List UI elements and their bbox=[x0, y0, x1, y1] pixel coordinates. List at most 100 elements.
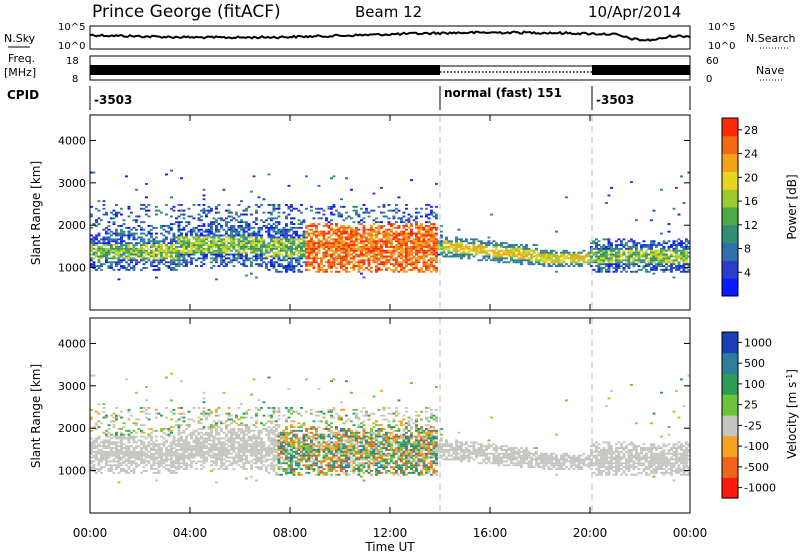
power-colorbar-tick-label: 8 bbox=[744, 243, 751, 256]
velocity-cell bbox=[155, 480, 158, 482]
power-cell bbox=[268, 231, 271, 233]
power-cell bbox=[365, 240, 368, 242]
power-cell bbox=[418, 250, 421, 252]
power-cell bbox=[170, 170, 173, 172]
power-cell bbox=[655, 259, 658, 261]
velocity-cell bbox=[120, 434, 123, 436]
power-cell bbox=[603, 246, 606, 248]
power-cell bbox=[330, 242, 333, 244]
velocity-cell bbox=[255, 455, 258, 457]
velocity-cell bbox=[275, 430, 278, 432]
power-cell bbox=[165, 250, 168, 252]
power-cell bbox=[103, 248, 106, 250]
power-cell bbox=[185, 221, 188, 223]
velocity-cell bbox=[260, 451, 263, 453]
power-cell bbox=[400, 235, 403, 237]
velocity-cell bbox=[225, 460, 228, 462]
power-cell bbox=[370, 242, 373, 244]
power-cell bbox=[195, 242, 198, 244]
velocity-cell bbox=[128, 438, 131, 440]
velocity-cell bbox=[268, 455, 271, 457]
power-cell bbox=[238, 261, 241, 263]
power-cell bbox=[433, 250, 436, 252]
velocity-cell bbox=[238, 459, 241, 461]
power-cell bbox=[378, 227, 381, 229]
power-cell bbox=[298, 240, 301, 242]
power-cell bbox=[108, 237, 111, 239]
velocity-cell bbox=[215, 453, 218, 455]
velocity-cell bbox=[245, 460, 248, 462]
velocity-cell bbox=[170, 464, 173, 466]
power-cell bbox=[273, 254, 276, 256]
power-cell bbox=[233, 256, 236, 258]
power-cell bbox=[415, 242, 418, 244]
power-cell bbox=[145, 267, 148, 269]
power-cell bbox=[420, 271, 423, 273]
power-cell bbox=[433, 248, 436, 250]
power-cell bbox=[288, 250, 291, 252]
power-cell bbox=[368, 242, 371, 244]
velocity-cell bbox=[115, 432, 118, 434]
power-cell bbox=[340, 198, 343, 200]
velocity-cell bbox=[198, 420, 201, 422]
power-cell bbox=[638, 252, 641, 254]
power-cell bbox=[395, 233, 398, 235]
power-cell bbox=[370, 252, 373, 254]
power-cell bbox=[298, 242, 301, 244]
power-cell bbox=[465, 246, 468, 248]
power-cell bbox=[338, 227, 341, 229]
power-cell bbox=[640, 254, 643, 256]
velocity-cell bbox=[130, 453, 133, 455]
power-cell bbox=[208, 235, 211, 237]
velocity-cell bbox=[110, 464, 113, 466]
power-cell bbox=[335, 242, 338, 244]
power-colorbar-tick-label: 16 bbox=[744, 195, 758, 208]
velocity-cell bbox=[98, 445, 101, 447]
power-cell bbox=[510, 257, 513, 259]
velocity-cell bbox=[120, 432, 123, 434]
power-cell bbox=[408, 219, 411, 221]
velocity-cell bbox=[128, 441, 131, 443]
power-cell bbox=[95, 244, 98, 246]
velocity-cell bbox=[183, 432, 186, 434]
power-cell bbox=[123, 233, 126, 235]
power-cell bbox=[343, 242, 346, 244]
power-cell bbox=[675, 240, 678, 242]
power-cell bbox=[163, 238, 166, 240]
velocity-cell bbox=[258, 451, 261, 453]
power-cell bbox=[328, 206, 331, 208]
power-cell bbox=[153, 261, 156, 263]
power-cell bbox=[448, 242, 451, 244]
power-cell bbox=[303, 252, 306, 254]
power-cell bbox=[515, 250, 518, 252]
y-tick-label: 1000 bbox=[58, 262, 86, 275]
velocity-cell bbox=[173, 470, 176, 472]
velocity-cell bbox=[105, 459, 108, 461]
power-cell bbox=[118, 246, 121, 248]
power-cell bbox=[303, 254, 306, 256]
power-cell bbox=[615, 269, 618, 271]
power-cell bbox=[150, 265, 153, 267]
power-cell bbox=[428, 267, 431, 269]
velocity-cell bbox=[125, 447, 128, 449]
velocity-cell bbox=[98, 470, 101, 472]
velocity-cell bbox=[120, 428, 123, 430]
velocity-cell bbox=[228, 424, 231, 426]
power-cell bbox=[128, 216, 131, 218]
power-cell bbox=[308, 250, 311, 252]
velocity-cell bbox=[115, 445, 118, 447]
power-cell bbox=[370, 244, 373, 246]
velocity-cell bbox=[118, 460, 121, 462]
power-cell bbox=[280, 231, 283, 233]
velocity-cell bbox=[215, 428, 218, 430]
beam-title: Beam 12 bbox=[355, 3, 422, 21]
power-cell bbox=[288, 263, 291, 265]
power-cell bbox=[520, 259, 523, 261]
power-cell bbox=[273, 217, 276, 219]
power-cell bbox=[635, 246, 638, 248]
velocity-cell bbox=[100, 472, 103, 474]
velocity-cell bbox=[165, 441, 168, 443]
velocity-cell bbox=[118, 464, 121, 466]
velocity-cell bbox=[248, 438, 251, 440]
power-cell bbox=[205, 244, 208, 246]
